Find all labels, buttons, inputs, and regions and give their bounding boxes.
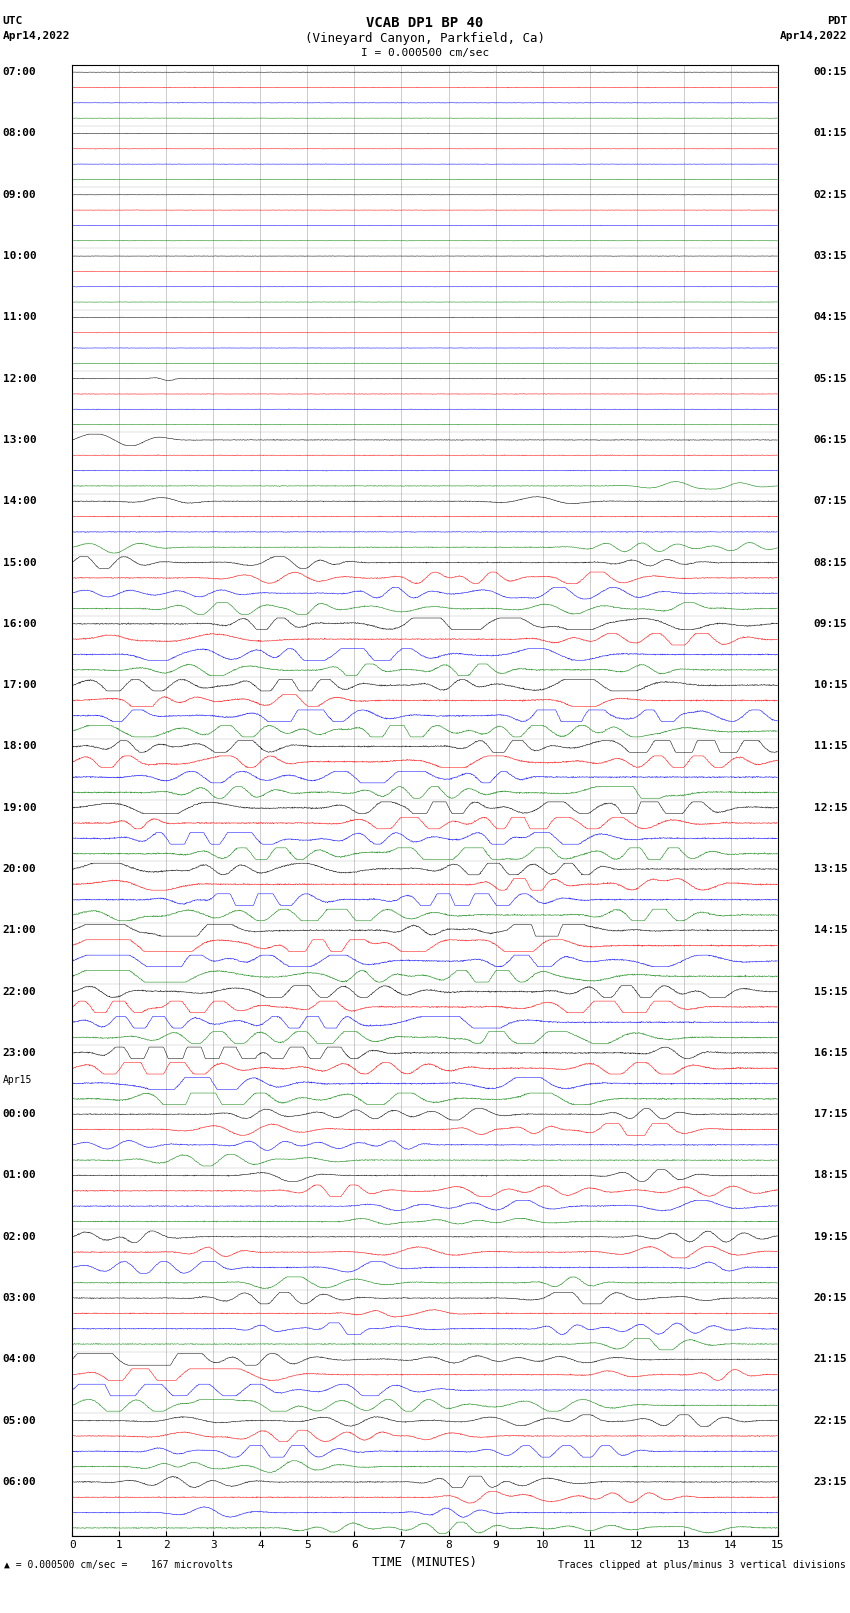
Text: 08:15: 08:15 [813, 558, 847, 568]
Text: 23:00: 23:00 [3, 1048, 37, 1058]
Text: 09:00: 09:00 [3, 190, 37, 200]
Text: 16:15: 16:15 [813, 1048, 847, 1058]
Text: ▲ = 0.000500 cm/sec =    167 microvolts: ▲ = 0.000500 cm/sec = 167 microvolts [4, 1560, 234, 1569]
Text: 04:00: 04:00 [3, 1355, 37, 1365]
Text: 07:00: 07:00 [3, 68, 37, 77]
Text: 18:15: 18:15 [813, 1171, 847, 1181]
Text: 06:00: 06:00 [3, 1478, 37, 1487]
Text: 02:15: 02:15 [813, 190, 847, 200]
Text: Traces clipped at plus/minus 3 vertical divisions: Traces clipped at plus/minus 3 vertical … [558, 1560, 846, 1569]
Text: VCAB DP1 BP 40: VCAB DP1 BP 40 [366, 16, 484, 31]
Text: 21:00: 21:00 [3, 926, 37, 936]
Text: 15:00: 15:00 [3, 558, 37, 568]
Text: 12:00: 12:00 [3, 374, 37, 384]
Text: 01:15: 01:15 [813, 129, 847, 139]
Text: PDT: PDT [827, 16, 847, 26]
Text: 14:00: 14:00 [3, 497, 37, 506]
Text: 17:00: 17:00 [3, 681, 37, 690]
Text: 03:15: 03:15 [813, 252, 847, 261]
Text: 04:15: 04:15 [813, 313, 847, 323]
Text: 22:15: 22:15 [813, 1416, 847, 1426]
Text: 23:15: 23:15 [813, 1478, 847, 1487]
Text: 03:00: 03:00 [3, 1294, 37, 1303]
Text: 08:00: 08:00 [3, 129, 37, 139]
Text: 05:00: 05:00 [3, 1416, 37, 1426]
Text: 19:00: 19:00 [3, 803, 37, 813]
Text: 01:00: 01:00 [3, 1171, 37, 1181]
Text: 13:15: 13:15 [813, 865, 847, 874]
Text: 19:15: 19:15 [813, 1232, 847, 1242]
Text: 05:15: 05:15 [813, 374, 847, 384]
Text: 00:00: 00:00 [3, 1110, 37, 1119]
Text: Apr14,2022: Apr14,2022 [780, 31, 847, 40]
Text: 11:15: 11:15 [813, 742, 847, 752]
Text: 16:00: 16:00 [3, 619, 37, 629]
Text: 14:15: 14:15 [813, 926, 847, 936]
Text: 06:15: 06:15 [813, 436, 847, 445]
Text: 09:15: 09:15 [813, 619, 847, 629]
Text: 10:15: 10:15 [813, 681, 847, 690]
Text: 12:15: 12:15 [813, 803, 847, 813]
Text: 13:00: 13:00 [3, 436, 37, 445]
Text: 20:15: 20:15 [813, 1294, 847, 1303]
X-axis label: TIME (MINUTES): TIME (MINUTES) [372, 1557, 478, 1569]
Text: 07:15: 07:15 [813, 497, 847, 506]
Text: I = 0.000500 cm/sec: I = 0.000500 cm/sec [361, 48, 489, 58]
Text: 10:00: 10:00 [3, 252, 37, 261]
Text: 22:00: 22:00 [3, 987, 37, 997]
Text: 00:15: 00:15 [813, 68, 847, 77]
Text: 18:00: 18:00 [3, 742, 37, 752]
Text: 11:00: 11:00 [3, 313, 37, 323]
Text: UTC: UTC [3, 16, 23, 26]
Text: Apr14,2022: Apr14,2022 [3, 31, 70, 40]
Text: (Vineyard Canyon, Parkfield, Ca): (Vineyard Canyon, Parkfield, Ca) [305, 32, 545, 45]
Text: 17:15: 17:15 [813, 1110, 847, 1119]
Text: 02:00: 02:00 [3, 1232, 37, 1242]
Text: Apr15: Apr15 [3, 1076, 32, 1086]
Text: 20:00: 20:00 [3, 865, 37, 874]
Text: 15:15: 15:15 [813, 987, 847, 997]
Text: 21:15: 21:15 [813, 1355, 847, 1365]
